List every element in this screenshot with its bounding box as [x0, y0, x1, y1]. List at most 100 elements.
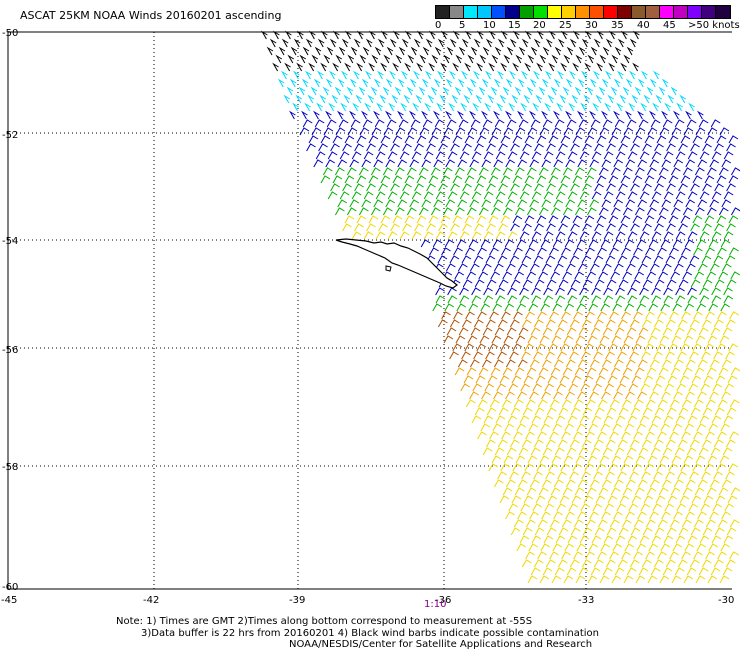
wind-barb	[494, 327, 505, 336]
wind-barb	[654, 279, 665, 288]
wind-barb	[490, 86, 498, 96]
wind-barb	[522, 143, 532, 152]
wind-barb	[564, 423, 575, 432]
wind-barb	[638, 567, 649, 576]
wind-barb	[727, 375, 738, 384]
wind-barb	[710, 119, 721, 128]
wind-barb	[622, 207, 633, 216]
wind-barb	[675, 295, 686, 304]
wind-barb	[399, 191, 410, 200]
wind-barb	[633, 311, 643, 320]
wind-barb	[601, 263, 612, 272]
wind-barb	[480, 423, 491, 432]
wind-barb	[675, 535, 686, 544]
wind-barb	[401, 38, 409, 48]
wind-barb	[343, 94, 351, 104]
wind-barb	[514, 271, 525, 280]
map-title: ASCAT 25KM NOAA Winds 20160201 ascending	[20, 9, 282, 22]
wind-barb	[572, 343, 583, 352]
legend-label: 25	[559, 20, 572, 31]
wind-barb	[435, 287, 445, 296]
wind-barb	[428, 62, 435, 72]
wind-barb	[643, 495, 654, 504]
wind-barb	[653, 471, 663, 480]
wind-barb	[361, 199, 372, 208]
wind-barb	[517, 479, 528, 488]
wind-barb	[501, 311, 511, 320]
wind-barb	[437, 255, 448, 264]
wind-barb	[557, 70, 564, 80]
wind-barb	[502, 207, 513, 216]
legend-swatch	[464, 6, 478, 18]
wind-barb	[513, 30, 520, 40]
wind-barb	[550, 167, 561, 176]
wind-barb	[446, 46, 454, 56]
wind-barb	[500, 215, 511, 224]
wind-barb	[301, 78, 309, 88]
wind-barb	[602, 119, 613, 128]
wind-barb	[404, 135, 415, 144]
wind-barb	[509, 319, 520, 328]
wind-barb	[594, 143, 604, 152]
wind-barb	[708, 543, 719, 552]
wind-barb	[699, 231, 710, 240]
wind-barbs	[261, 30, 740, 584]
wind-barb	[700, 383, 711, 392]
wind-barb	[685, 159, 696, 168]
wind-barb	[561, 399, 572, 408]
wind-barb	[702, 183, 712, 192]
wind-barb	[509, 351, 519, 360]
wind-barb	[667, 94, 675, 104]
wind-barb	[505, 110, 512, 120]
wind-barb	[570, 183, 580, 192]
wind-barb	[538, 367, 549, 376]
wind-barb	[597, 399, 608, 408]
wind-barb	[497, 70, 504, 80]
wind-barb	[406, 207, 417, 216]
wind-barb	[641, 351, 651, 360]
legend-label: 45	[663, 20, 676, 31]
wind-barb	[693, 551, 703, 560]
wind-barb	[361, 159, 372, 168]
wind-barb	[479, 54, 487, 64]
wind-barb	[358, 86, 366, 96]
wind-barb	[713, 319, 724, 328]
wind-barb	[534, 527, 545, 536]
wind-barb	[369, 30, 376, 40]
wind-barb	[433, 159, 444, 168]
wind-barb	[620, 343, 631, 352]
wind-barb	[428, 175, 439, 184]
wind-barb	[447, 191, 458, 200]
wind-barb	[725, 351, 735, 360]
wind-barb	[697, 511, 707, 520]
wind-barb	[513, 311, 523, 320]
wind-barb	[549, 247, 559, 256]
wind-barb	[573, 431, 583, 440]
wind-barb	[529, 159, 540, 168]
wind-barb	[497, 255, 508, 264]
wind-barb	[538, 487, 549, 496]
wind-barb	[580, 383, 591, 392]
wind-barb	[459, 191, 470, 200]
wind-barb	[709, 263, 720, 272]
wind-barb	[581, 351, 591, 360]
wind-barb	[395, 54, 403, 64]
wind-barb	[644, 463, 655, 472]
wind-barb	[431, 127, 442, 136]
wind-barb	[699, 535, 710, 544]
wind-barb	[546, 279, 557, 288]
wind-barb	[571, 94, 579, 104]
wind-barb	[670, 207, 681, 216]
wind-barb	[590, 119, 601, 128]
wind-barb	[518, 46, 526, 56]
wind-barb	[692, 135, 703, 144]
wind-barb	[688, 503, 699, 512]
wind-barb	[584, 343, 595, 352]
wind-barb	[440, 215, 451, 224]
wind-barb	[409, 199, 420, 208]
wind-barb	[689, 319, 700, 328]
wind-barb	[548, 135, 559, 144]
wind-barb	[480, 239, 491, 248]
wind-barb	[507, 295, 518, 304]
wind-barb	[589, 391, 599, 400]
